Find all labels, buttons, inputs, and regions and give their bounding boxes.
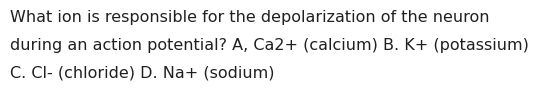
Text: during an action potential? A, Ca2+ (calcium) B. K+ (potassium): during an action potential? A, Ca2+ (cal… — [10, 38, 529, 53]
Text: What ion is responsible for the depolarization of the neuron: What ion is responsible for the depolari… — [10, 10, 489, 25]
Text: C. Cl- (chloride) D. Na+ (sodium): C. Cl- (chloride) D. Na+ (sodium) — [10, 66, 275, 81]
